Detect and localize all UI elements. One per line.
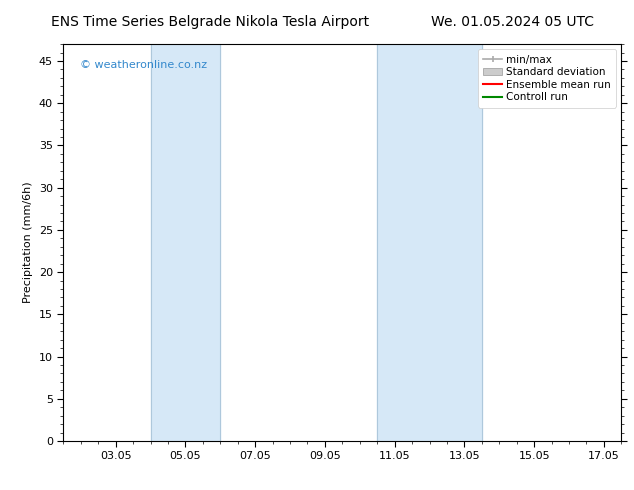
Y-axis label: Precipitation (mm/6h): Precipitation (mm/6h) xyxy=(23,182,34,303)
Bar xyxy=(150,44,221,441)
Text: © weatheronline.co.nz: © weatheronline.co.nz xyxy=(80,60,207,70)
Bar xyxy=(377,44,482,441)
Text: We. 01.05.2024 05 UTC: We. 01.05.2024 05 UTC xyxy=(431,15,594,29)
Legend: min/max, Standard deviation, Ensemble mean run, Controll run: min/max, Standard deviation, Ensemble me… xyxy=(478,49,616,107)
Text: ENS Time Series Belgrade Nikola Tesla Airport: ENS Time Series Belgrade Nikola Tesla Ai… xyxy=(51,15,369,29)
